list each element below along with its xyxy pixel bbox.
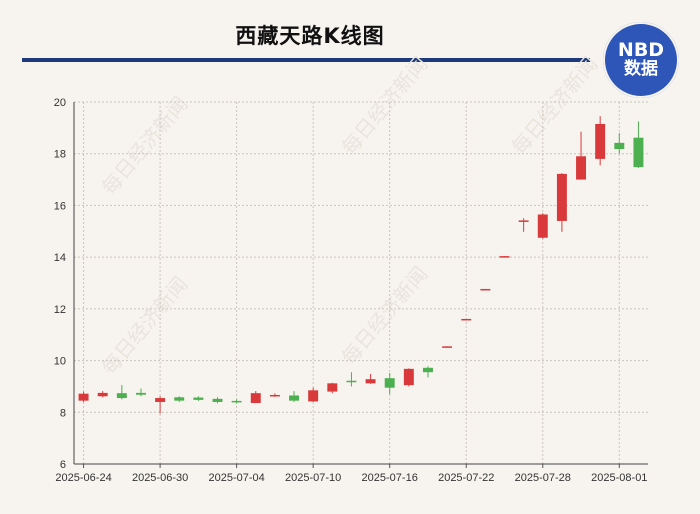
x-tick-label: 2025-07-10 bbox=[285, 472, 341, 484]
candle-body bbox=[174, 397, 185, 401]
badge-line2: 数据 bbox=[624, 59, 658, 80]
candle-body bbox=[212, 398, 223, 402]
y-tick-label: 6 bbox=[60, 459, 66, 471]
candle-body bbox=[537, 214, 548, 238]
candle-body bbox=[422, 367, 433, 373]
candle-body bbox=[346, 380, 357, 383]
y-tick-label: 16 bbox=[54, 200, 66, 212]
x-tick-label: 2025-07-16 bbox=[362, 472, 418, 484]
watermark-text: 每日经济新闻 bbox=[507, 52, 603, 159]
candle-body bbox=[518, 220, 529, 222]
candle-body bbox=[269, 394, 280, 397]
watermark-text: 每日经济新闻 bbox=[337, 52, 433, 159]
y-tick-label: 12 bbox=[54, 304, 66, 316]
candle-body bbox=[116, 393, 127, 399]
y-tick-label: 14 bbox=[54, 252, 66, 264]
x-tick-label: 2025-06-30 bbox=[132, 472, 188, 484]
x-tick-label: 2025-08-01 bbox=[591, 472, 647, 484]
candle-body bbox=[250, 393, 261, 403]
candle-body bbox=[403, 368, 414, 386]
candle-body bbox=[633, 137, 644, 168]
candle-body bbox=[193, 397, 204, 400]
x-tick-label: 2025-06-24 bbox=[55, 472, 111, 484]
x-tick-label: 2025-07-22 bbox=[438, 472, 494, 484]
chart-title: 西藏天路K线图 bbox=[235, 24, 385, 48]
candle-body bbox=[480, 288, 491, 291]
candle-body bbox=[308, 390, 319, 402]
x-tick-label: 2025-07-04 bbox=[208, 472, 264, 484]
candle-body bbox=[595, 123, 606, 159]
candle-body bbox=[461, 318, 472, 321]
candle-body bbox=[614, 142, 625, 150]
candle-body bbox=[135, 392, 146, 395]
x-tick-label: 2025-07-28 bbox=[515, 472, 571, 484]
axes-layer: 6 8 10 12 14 16 18 20 2025-06-24 2025-06-30 2025-0… bbox=[54, 97, 648, 484]
candle-body bbox=[327, 383, 338, 392]
candle-body bbox=[78, 393, 89, 401]
candle-body bbox=[155, 398, 166, 402]
y-tick-label: 8 bbox=[60, 407, 66, 419]
candle-body bbox=[97, 392, 108, 397]
candle-body bbox=[556, 173, 567, 221]
candle-body bbox=[384, 378, 395, 388]
candle-body bbox=[365, 379, 376, 384]
grid-layer bbox=[74, 101, 648, 464]
y-tick-label: 20 bbox=[54, 97, 66, 109]
y-tick-label: 18 bbox=[54, 149, 66, 161]
candle-body bbox=[576, 156, 587, 180]
watermark-text: 每日经济新闻 bbox=[97, 272, 193, 379]
candle-body bbox=[442, 346, 453, 348]
y-tick-label: 10 bbox=[54, 356, 66, 368]
nbd-logo-badge: NBD 数据 bbox=[603, 22, 679, 98]
badge-line1: NBD bbox=[617, 39, 665, 62]
candle-body bbox=[231, 400, 242, 403]
candle-body bbox=[289, 395, 300, 401]
candle-body bbox=[499, 256, 510, 258]
watermark-text: 每日经济新闻 bbox=[337, 262, 433, 369]
candles-layer bbox=[78, 116, 644, 414]
watermark-text: 每日经济新闻 bbox=[97, 92, 193, 199]
title-underline bbox=[22, 58, 590, 62]
